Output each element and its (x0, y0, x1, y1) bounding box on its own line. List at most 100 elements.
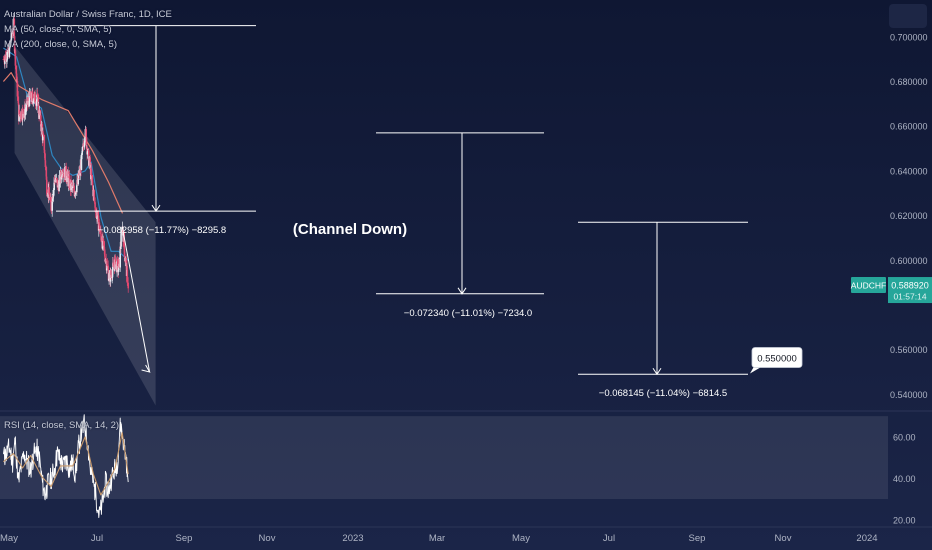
candle-down (56, 178, 58, 180)
price-tick-label: 0.560000 (890, 345, 928, 355)
channel-down-pattern (14, 45, 156, 406)
candle-down (17, 96, 20, 104)
candle-up (52, 198, 54, 202)
candle-up (58, 175, 61, 180)
candle-down (50, 196, 52, 203)
candle-up (122, 232, 125, 242)
channel-down-label: (Channel Down) (293, 221, 407, 238)
candle-down (126, 265, 128, 270)
candle-down (112, 263, 115, 267)
symbol-badge (851, 277, 886, 294)
candle-up (54, 179, 57, 182)
candle-up (51, 197, 53, 211)
time-tick-label: Jul (603, 533, 615, 544)
candle-down (100, 229, 102, 235)
candle-up (88, 157, 91, 161)
rsi-panel (0, 410, 932, 500)
candle-up (8, 43, 11, 57)
candle-down (67, 171, 69, 178)
candle-down (22, 113, 25, 118)
candle-down (16, 81, 19, 97)
ma200-legend: MA (200, close, 0, SMA, 5) (4, 39, 117, 50)
candle-down (2, 59, 5, 60)
candle-down (46, 179, 48, 194)
time-tick-label: 2023 (342, 533, 363, 544)
candle-up (104, 259, 107, 262)
candle-down (123, 232, 125, 249)
candle-up (52, 190, 55, 197)
candle-up (21, 108, 24, 120)
candle-down (45, 167, 48, 177)
candle-up (38, 110, 41, 118)
time-tick-label: 2024 (856, 533, 877, 544)
candle-down (36, 93, 39, 95)
price-candles (2, 13, 129, 293)
last-price-badge (888, 277, 932, 304)
channel-body (14, 45, 156, 406)
candle-down (114, 255, 117, 270)
price-tick-label: 0.540000 (890, 390, 928, 400)
last-price-value: 0.588920 (891, 281, 929, 291)
target-callout-tail (750, 366, 762, 374)
candle-down (20, 111, 23, 119)
candle-down (34, 102, 37, 104)
candle-down (42, 133, 45, 136)
candle-down (90, 169, 93, 175)
projection-arrowhead (141, 364, 151, 373)
rsi-tick-label: 20.00 (893, 515, 916, 525)
candle-down (127, 282, 129, 289)
candle-down (85, 137, 88, 149)
candle-down (14, 50, 17, 66)
candle-down (44, 153, 46, 161)
candle-up (42, 133, 44, 141)
candle-down (106, 264, 109, 266)
candle-up (46, 194, 49, 196)
candle-up (81, 146, 84, 152)
projection-line (121, 226, 151, 373)
candle-down (68, 175, 71, 188)
menu-button[interactable] (889, 4, 927, 28)
time-tick-label: Nov (259, 533, 276, 544)
price-tick-label: 0.640000 (890, 166, 928, 176)
candle-down (116, 259, 119, 261)
rsi-indicator: 60.00 40.00 20.00 (2, 414, 916, 525)
candle-up (32, 100, 35, 104)
candle-down (4, 54, 7, 61)
rsi-legend: RSI (14, close, SMA, 14, 2) (4, 420, 120, 431)
price-tick-label: 0.620000 (890, 211, 928, 221)
candle-down (100, 240, 103, 242)
candle-down (126, 270, 129, 283)
candle-up (92, 190, 95, 197)
candle-down (78, 170, 81, 176)
candle-up (108, 272, 111, 274)
candle-down (26, 97, 29, 105)
ma200-line (2, 72, 124, 214)
candle-up (108, 273, 110, 279)
instrument-title: Australian Dollar / Swiss Franc, 1D, ICE (4, 9, 172, 20)
candle-down (98, 222, 101, 231)
candle-down (44, 160, 47, 167)
candle-down (91, 175, 93, 181)
time-tick-label: May (0, 533, 18, 544)
candle-up (60, 172, 63, 180)
rsi-tick-label: 60.00 (893, 432, 916, 442)
candle-up (70, 183, 73, 190)
candle-up (88, 160, 90, 166)
target-label: 0.550000 (757, 353, 797, 364)
candle-down (43, 135, 46, 150)
candle-up (28, 92, 31, 106)
candle-down (22, 108, 24, 114)
candle-down (73, 185, 75, 192)
price-axis: 0.700000 0.680000 0.660000 0.640000 0.620000… (851, 32, 932, 400)
time-tick-label: Jul (91, 533, 103, 544)
candle-down (91, 180, 94, 186)
target-callout-box (751, 347, 803, 368)
candle-up (84, 129, 87, 139)
candle-down (118, 259, 121, 268)
candle-up (40, 124, 43, 132)
candle-down (50, 210, 53, 212)
price-tick-label: 0.660000 (890, 122, 928, 132)
candle-down (30, 100, 33, 103)
candle-up (6, 51, 9, 60)
